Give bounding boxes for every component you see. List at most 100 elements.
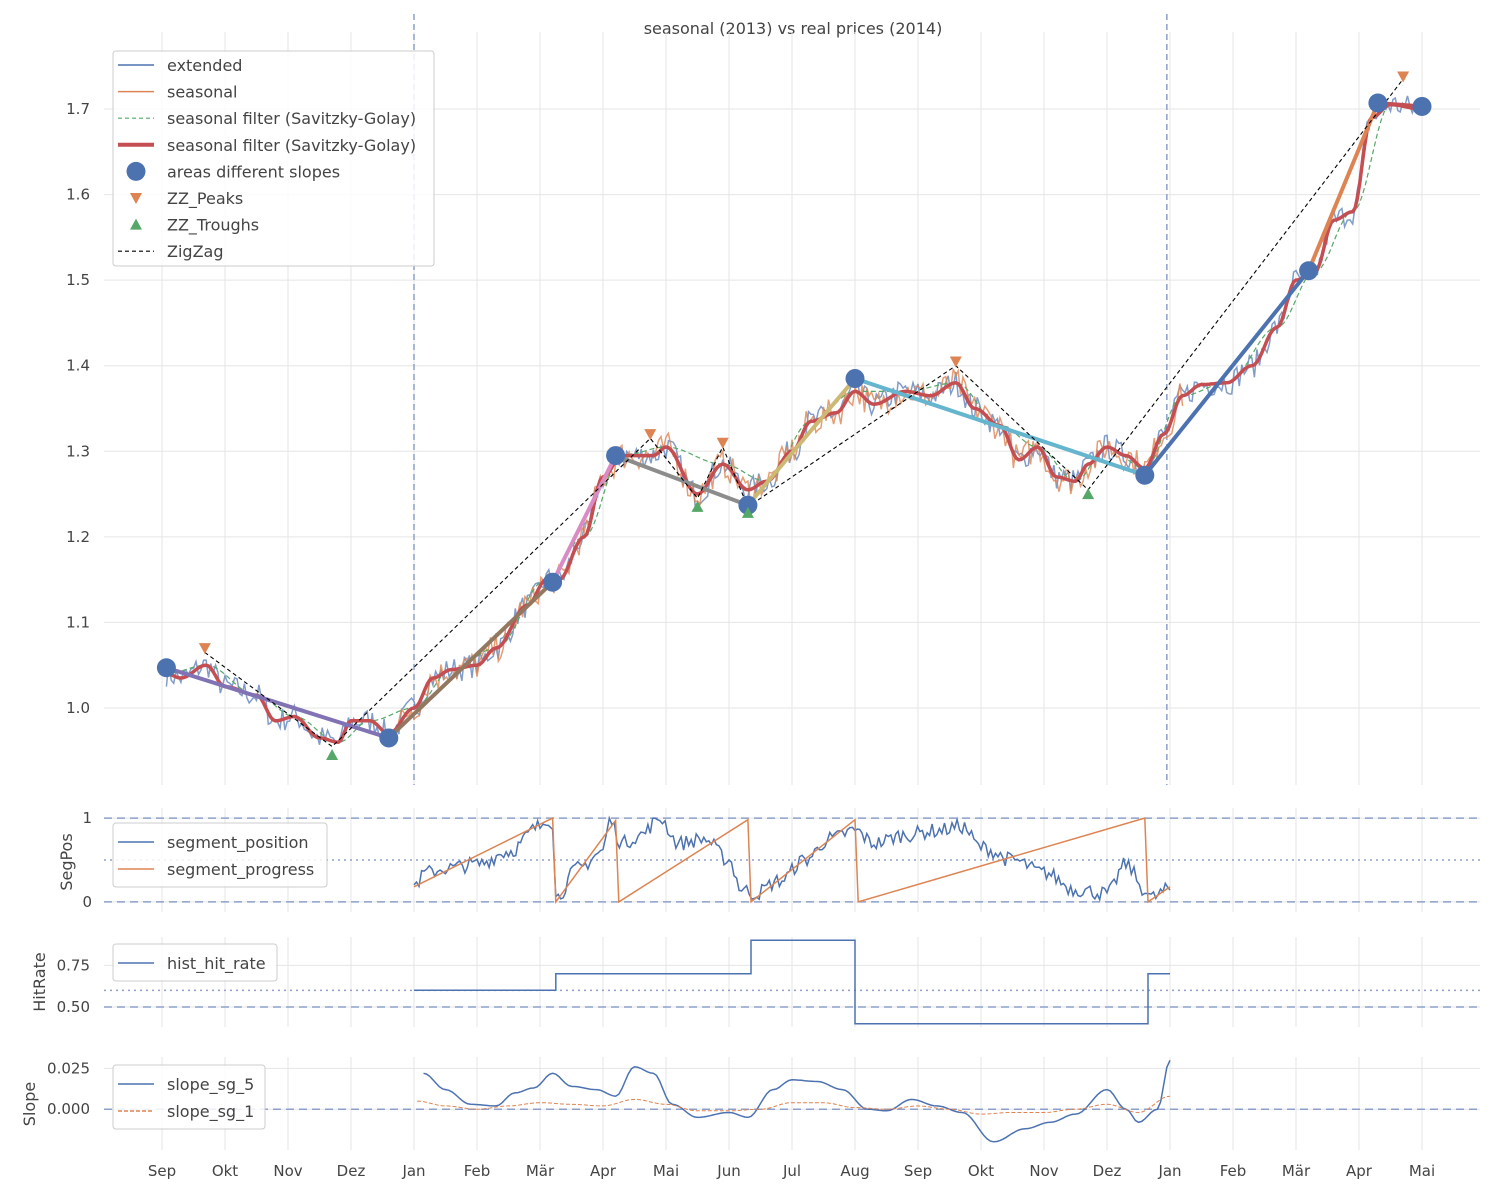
slope-sg1-line xyxy=(417,1095,1171,1115)
panel-0-grid: 1.0 1.1 1.2 1.3 1.4 1.5 1.6 1.7 xyxy=(66,32,1480,785)
slope-sg5-line xyxy=(423,1059,1171,1143)
legend-label: slope_sg_1 xyxy=(167,1102,254,1122)
zigzag-line xyxy=(204,78,1404,748)
y-tick-label: 1.7 xyxy=(66,100,90,118)
slope-segment-line xyxy=(387,580,554,740)
trough-marker xyxy=(326,749,339,761)
y-tick-label: 1 xyxy=(82,809,92,827)
y-tick-label: 0.50 xyxy=(57,998,90,1016)
chart-title: seasonal (2013) vs real prices (2014) xyxy=(644,19,943,38)
y-tick-label: 0.75 xyxy=(57,956,90,974)
slope-segment-line xyxy=(550,454,618,584)
panel-2-grid: 0.50 0.75 xyxy=(57,937,1480,1027)
x-tick-label: Jan xyxy=(1157,1162,1181,1180)
y-tick-label: 1.3 xyxy=(66,442,90,460)
legend-label: areas different slopes xyxy=(167,162,340,181)
legend-label: seasonal filter (Savitzky-Golay) xyxy=(167,109,416,128)
y-tick-label: 1.0 xyxy=(66,699,90,717)
peak-marker xyxy=(1397,71,1410,83)
trough-marker xyxy=(741,506,754,518)
legend-box xyxy=(112,1064,266,1130)
x-tick-label: Mai xyxy=(653,1162,679,1180)
peak-marker xyxy=(198,643,211,655)
legend-panel-1: segment_position segment_progress xyxy=(112,822,328,888)
legend-label: seasonal xyxy=(167,83,238,102)
ylabel-hitrate: HitRate xyxy=(30,952,49,1011)
legend-label: ZigZag xyxy=(167,242,223,261)
y-tick-label: 1.1 xyxy=(66,613,90,631)
hist-hit-rate-line xyxy=(414,939,1170,1025)
x-tick-label: Feb xyxy=(464,1162,491,1180)
legend-box xyxy=(112,50,435,267)
x-tick-label: Mai xyxy=(1409,1162,1435,1180)
y-tick-label: 1.2 xyxy=(66,528,90,546)
slope-segment-line xyxy=(614,453,749,508)
x-tick-label: Dez xyxy=(337,1162,366,1180)
seasonal-line xyxy=(388,367,1184,745)
y-tick-label: 0.025 xyxy=(47,1059,90,1077)
legend-swatch xyxy=(130,193,142,204)
slope-segment-line xyxy=(1306,102,1380,272)
area-point xyxy=(606,446,626,466)
area-point xyxy=(1368,93,1388,113)
segment-position-line xyxy=(413,815,1171,903)
x-tick-label: Jun xyxy=(716,1162,740,1180)
legend-swatch xyxy=(130,218,142,230)
area-point xyxy=(543,572,563,592)
panel-3-grid: 0.000 0.025 xyxy=(47,1057,1480,1150)
y-tick-label: 1.5 xyxy=(66,271,90,289)
legend-label: ZZ_Peaks xyxy=(167,189,243,209)
legend-swatch xyxy=(126,161,146,181)
peak-marker xyxy=(949,356,962,368)
trough-marker xyxy=(1082,488,1095,500)
legend-label: ZZ_Troughs xyxy=(167,216,259,236)
x-tick-label: Sep xyxy=(904,1162,932,1180)
peak-marker xyxy=(716,437,729,449)
y-tick-label: 1.4 xyxy=(66,357,90,375)
x-tick-label: Okt xyxy=(968,1162,994,1180)
legend-panel-2: hist_hit_rate xyxy=(112,943,278,982)
seasonal-filter-dashed-line xyxy=(166,104,1423,743)
legend-box xyxy=(112,943,278,982)
legend-label: seasonal filter (Savitzky-Golay) xyxy=(167,136,416,155)
slope-segment-line xyxy=(746,377,857,507)
legend-box xyxy=(112,822,328,888)
x-tick-label: Okt xyxy=(212,1162,238,1180)
slope-segment-line xyxy=(854,376,1146,478)
x-tick-label: Nov xyxy=(273,1162,302,1180)
legend-label: segment_position xyxy=(167,833,309,853)
y-tick-label: 0.000 xyxy=(47,1100,90,1118)
x-tick-label: Apr xyxy=(1346,1162,1373,1180)
area-point xyxy=(1135,465,1155,485)
slope-segment-line xyxy=(1143,269,1311,477)
x-tick-label: Feb xyxy=(1220,1162,1247,1180)
ylabel-segpos: SegPos xyxy=(57,833,76,890)
area-point xyxy=(845,369,865,389)
x-tick-label: Jan xyxy=(401,1162,425,1180)
ylabel-slope: Slope xyxy=(20,1082,39,1126)
legend-label: segment_progress xyxy=(167,860,314,880)
x-tick-label: Dez xyxy=(1093,1162,1122,1180)
x-tick-label: Sep xyxy=(148,1162,176,1180)
area-point xyxy=(1299,261,1319,281)
legend-label: hist_hit_rate xyxy=(167,954,266,974)
x-tick-label: Nov xyxy=(1029,1162,1058,1180)
area-point xyxy=(1412,96,1432,116)
legend-panel-3: slope_sg_5 slope_sg_1 xyxy=(112,1064,266,1130)
legend-label: slope_sg_5 xyxy=(167,1075,254,1095)
main-legend: extended seasonal seasonal filter (Savitzk… xyxy=(112,50,435,267)
slope-segment-line xyxy=(165,665,390,740)
x-tick-label: Apr xyxy=(590,1162,617,1180)
x-tick-label: Mär xyxy=(526,1162,555,1180)
area-point xyxy=(156,658,176,678)
x-tick-label: Jul xyxy=(782,1162,801,1180)
area-point xyxy=(379,728,399,748)
x-tick-label: Mär xyxy=(1282,1162,1311,1180)
peak-marker xyxy=(644,429,657,441)
area-point xyxy=(738,495,758,515)
trough-marker xyxy=(691,500,704,512)
segment-progress-line xyxy=(413,816,1171,905)
legend-label: extended xyxy=(167,56,242,75)
